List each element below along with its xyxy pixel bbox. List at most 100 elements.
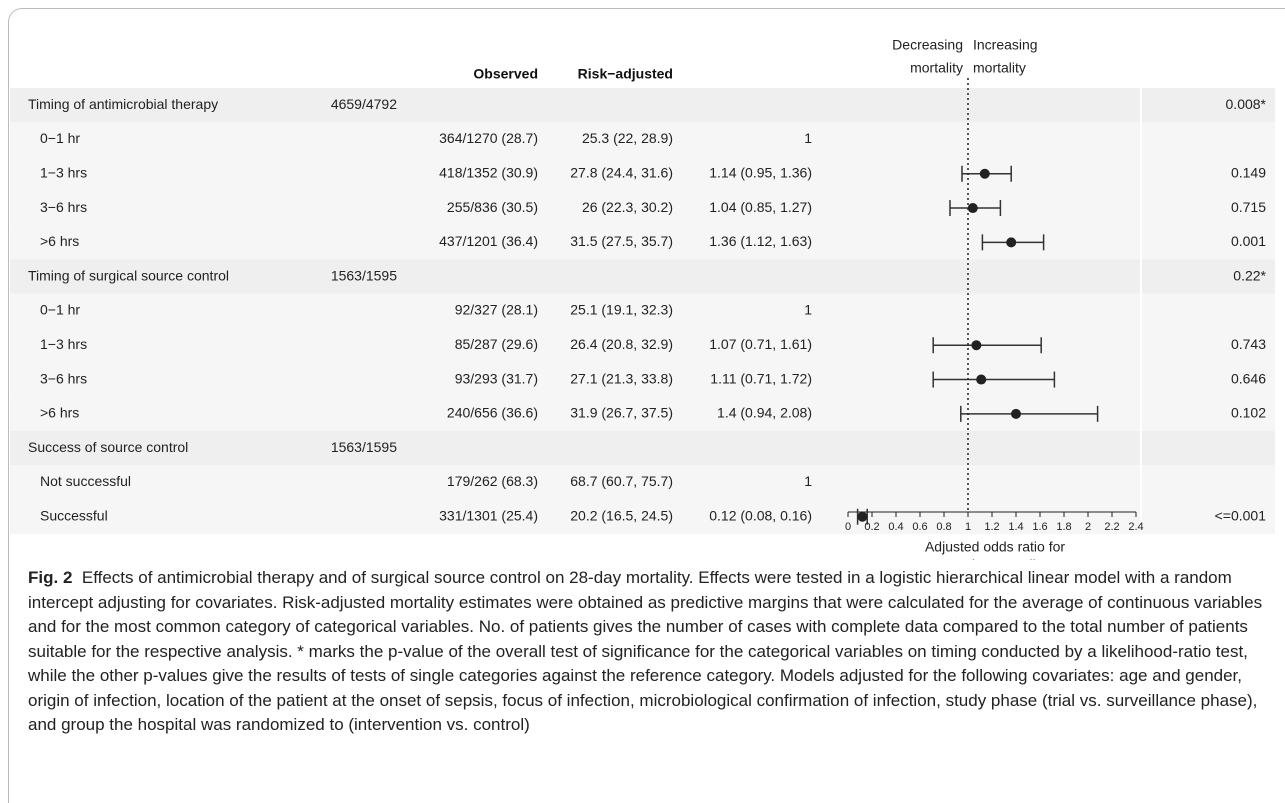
row-label: Success of source control — [28, 439, 188, 455]
column-header: Observed — [473, 66, 538, 82]
cell: 25.1 (19.1, 32.3) — [570, 302, 673, 318]
cell: 31.5 (27.5, 35.7) — [570, 233, 673, 249]
cell: 85/287 (29.6) — [455, 336, 538, 352]
x-tick-label: 1.6 — [1032, 521, 1047, 533]
direction-label: Decreasing — [892, 37, 963, 53]
row-background — [10, 156, 1140, 191]
row-background — [1142, 499, 1275, 534]
caption: Fig. 2 Effects of antimicrobial therapy … — [28, 566, 1268, 738]
caption-text: Effects of antimicrobial therapy and of … — [28, 568, 1263, 734]
direction-label: Increasing — [973, 37, 1038, 53]
row-background — [1142, 122, 1275, 157]
cell: 240/656 (36.6) — [447, 405, 538, 421]
estimate-point — [971, 340, 982, 351]
direction-label: mortality — [910, 60, 963, 76]
cell: 92/327 (28.1) — [455, 302, 538, 318]
cell: 4659/4792 — [331, 96, 397, 112]
estimate-point — [967, 203, 978, 214]
x-axis-label: 28−day mortality — [943, 557, 1046, 560]
cell: 331/1301 (25.4) — [439, 507, 538, 523]
cell: 179/262 (68.3) — [447, 473, 538, 489]
x-tick-label: 2.2 — [1104, 521, 1119, 533]
cell: 0.743 — [1231, 336, 1266, 352]
estimate-point — [1006, 237, 1017, 248]
cell: 93/293 (31.7) — [455, 370, 538, 386]
row-background — [10, 396, 1140, 431]
x-tick-label: 0 — [845, 521, 851, 533]
x-tick-label: 0.6 — [912, 521, 927, 533]
row-background — [10, 499, 1140, 534]
estimate-point — [976, 374, 987, 385]
cell: 418/1352 (30.9) — [439, 164, 538, 180]
figure-number: Fig. 2 — [28, 568, 73, 587]
cell: 20.2 (16.5, 24.5) — [570, 507, 673, 523]
row-background — [1142, 190, 1275, 226]
cell: 0.22* — [1233, 267, 1266, 283]
row-label: Not successful — [40, 473, 131, 489]
figure-frame — [8, 8, 1285, 803]
row-background — [10, 88, 1140, 123]
cell: 0.102 — [1231, 405, 1266, 421]
cell: 27.8 (24.4, 31.6) — [570, 164, 673, 180]
row-label: >6 hrs — [40, 405, 79, 421]
row-label: 0−1 hr — [40, 302, 80, 318]
x-tick-label: 1.2 — [984, 521, 999, 533]
cell: 1 — [804, 302, 812, 318]
cell: 27.1 (21.3, 33.8) — [570, 370, 673, 386]
row-background — [1142, 225, 1275, 260]
row-background — [10, 122, 1140, 157]
estimate-point — [857, 511, 868, 522]
x-tick-label: 2 — [1085, 521, 1091, 533]
row-background — [10, 259, 1140, 294]
cell: 1.36 (1.12, 1.63) — [709, 233, 812, 249]
row-background — [1142, 156, 1275, 191]
cell: 0.008* — [1226, 96, 1267, 112]
direction-label: mortality — [973, 60, 1026, 76]
cell: <=0.001 — [1215, 507, 1267, 523]
row-background — [1142, 465, 1275, 500]
cell: 1.04 (0.85, 1.27) — [709, 199, 812, 215]
estimate-point — [1011, 408, 1021, 419]
cell: 1563/1595 — [331, 439, 397, 455]
forest-table: PredictorNo. of patientsObservedmortalit… — [10, 37, 1275, 560]
row-background — [10, 465, 1140, 500]
cell: 437/1201 (36.4) — [439, 233, 538, 249]
row-label: 3−6 hrs — [40, 199, 87, 215]
cell: 1 — [804, 473, 812, 489]
column-header: Risk−adjusted — [578, 66, 673, 82]
row-background — [1142, 259, 1275, 294]
row-background — [1142, 88, 1275, 123]
row-background — [1142, 293, 1275, 329]
cell: 1.11 (0.71, 1.72) — [710, 370, 812, 386]
x-tick-label: 1 — [965, 521, 971, 533]
x-tick-label: 2.4 — [1128, 521, 1143, 533]
cell: 1.4 (0.94, 2.08) — [717, 405, 812, 421]
cell: 26.4 (20.8, 32.9) — [570, 336, 673, 352]
row-background — [1142, 362, 1275, 397]
row-background — [1142, 396, 1275, 431]
row-label: Timing of surgical source control — [28, 267, 229, 283]
row-label: >6 hrs — [40, 233, 79, 249]
row-label: Timing of antimicrobial therapy — [28, 96, 218, 112]
cell: 1.14 (0.95, 1.36) — [709, 164, 812, 180]
cell: 1 — [804, 130, 812, 146]
x-axis-label: Adjusted odds ratio for — [925, 539, 1065, 555]
row-background — [1142, 431, 1275, 466]
row-label: 0−1 hr — [40, 130, 80, 146]
cell: 255/836 (30.5) — [447, 199, 538, 215]
cell: 31.9 (26.7, 37.5) — [570, 405, 673, 421]
cell: 0.646 — [1231, 370, 1266, 386]
cell: 1563/1595 — [331, 267, 397, 283]
estimate-point — [979, 168, 990, 179]
x-tick-label: 0.4 — [888, 521, 903, 533]
row-background — [10, 431, 1140, 466]
row-background — [10, 225, 1140, 260]
row-background — [1142, 328, 1275, 363]
cell: 0.12 (0.08, 0.16) — [709, 507, 812, 523]
cell: 0.149 — [1231, 164, 1266, 180]
cell: 1.07 (0.71, 1.61) — [709, 336, 812, 352]
cell: 68.7 (60.7, 75.7) — [570, 473, 673, 489]
row-label: 3−6 hrs — [40, 370, 87, 386]
row-label: 1−3 hrs — [40, 164, 87, 180]
